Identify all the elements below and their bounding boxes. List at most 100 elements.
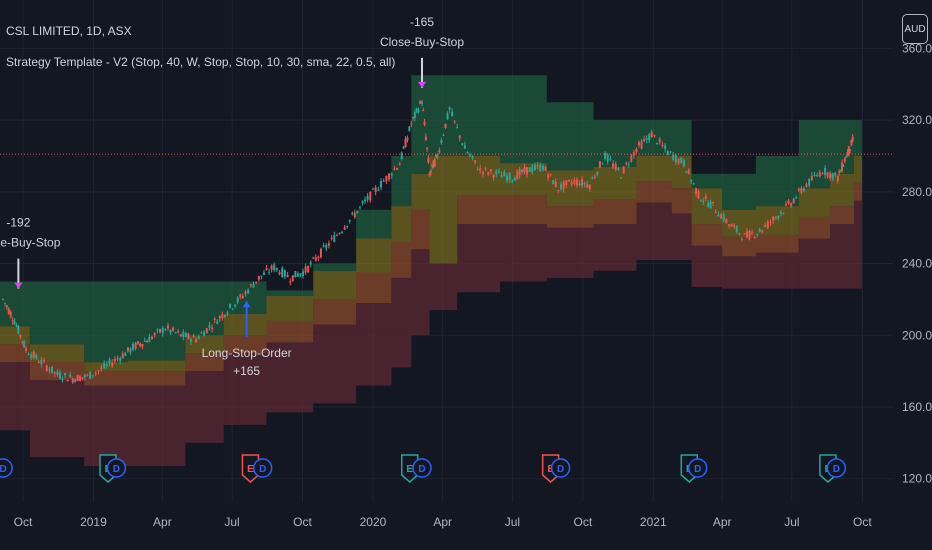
- candle-body: [625, 163, 628, 165]
- candle-body: [255, 281, 258, 283]
- candle-body: [241, 296, 244, 299]
- candle-body: [69, 374, 72, 378]
- candle-body: [769, 222, 772, 224]
- candle-body: [677, 158, 680, 163]
- candle-body: [40, 359, 43, 365]
- candle-body: [244, 291, 247, 294]
- candle-body: [343, 227, 346, 230]
- candle-body: [758, 229, 761, 233]
- candle-body: [601, 163, 604, 165]
- dividend-marker[interactable]: D: [687, 458, 708, 478]
- x-tick-label: Apr: [153, 515, 172, 529]
- candle-body: [177, 331, 180, 333]
- candle-body: [808, 178, 811, 186]
- candle-body: [382, 180, 385, 182]
- candle-body: [604, 152, 607, 159]
- candle-body: [302, 271, 305, 277]
- candle-body: [573, 179, 576, 184]
- candle-body: [824, 167, 827, 175]
- dividend-marker[interactable]: D: [826, 458, 847, 478]
- candle-body: [516, 171, 519, 180]
- candle-body: [333, 235, 336, 242]
- candle-body: [348, 219, 351, 222]
- dividend-marker[interactable]: D: [0, 458, 13, 478]
- candle-body: [216, 321, 219, 325]
- x-tick-label: 2020: [360, 515, 387, 529]
- candle-body: [369, 191, 372, 201]
- candle-body: [172, 327, 175, 331]
- candle-body: [484, 168, 487, 170]
- candle-body: [111, 362, 114, 366]
- currency-badge[interactable]: AUD: [902, 14, 928, 44]
- candle-body: [7, 308, 10, 314]
- candle-body: [581, 179, 584, 186]
- annotation-qty: -192: [6, 216, 30, 230]
- candle-body: [428, 172, 431, 177]
- candle-body: [656, 142, 659, 144]
- dividend-icon: [550, 458, 571, 478]
- candle-body: [643, 138, 646, 142]
- candle-body: [398, 164, 401, 166]
- candle-body: [596, 171, 599, 175]
- candle-body: [229, 303, 232, 308]
- candle-body: [432, 160, 435, 168]
- candle-body: [549, 173, 552, 175]
- dividend-icon: [106, 458, 127, 478]
- x-tick-label: Oct: [853, 515, 872, 529]
- x-tick-label: Oct: [14, 515, 33, 529]
- candle-body: [330, 237, 333, 239]
- dividend-marker[interactable]: D: [412, 458, 432, 478]
- annotation-qty: +165: [233, 364, 260, 378]
- earnings-marker[interactable]: E: [241, 454, 260, 483]
- candle-body: [479, 168, 482, 171]
- candle-body: [197, 336, 200, 339]
- candle-body: [831, 173, 834, 180]
- candle-body: [609, 159, 612, 161]
- candle-body: [129, 348, 132, 353]
- earnings-marker[interactable]: E: [400, 454, 419, 483]
- candle-body: [182, 332, 185, 337]
- dividend-icon: [687, 458, 708, 478]
- candle-body: [9, 312, 12, 317]
- candle-body: [508, 172, 511, 180]
- dividend-marker[interactable]: D: [252, 458, 273, 478]
- candle-body: [637, 142, 640, 146]
- candle-body: [249, 284, 252, 286]
- candle-body: [495, 171, 498, 175]
- x-tick-label: 2019: [80, 515, 107, 529]
- candle-body: [539, 165, 542, 171]
- candle-body: [356, 211, 359, 214]
- dividend-marker[interactable]: D: [106, 458, 127, 478]
- candle-body: [423, 121, 426, 125]
- symbol-title[interactable]: CSL LIMITED, 1D, ASX: [6, 24, 132, 38]
- candle-body: [307, 265, 310, 273]
- candle-body: [32, 351, 35, 358]
- candle-body: [314, 257, 317, 261]
- candle-body: [192, 335, 195, 338]
- candle-body: [787, 200, 790, 204]
- candle-body: [518, 169, 521, 176]
- y-tick-label: 280.00: [902, 185, 932, 199]
- candle-body: [27, 354, 30, 356]
- candle-body: [366, 195, 369, 200]
- candle-body: [37, 362, 40, 364]
- candle-body: [184, 333, 187, 337]
- signal-arrowhead: [14, 282, 23, 289]
- dividend-marker[interactable]: D: [550, 458, 571, 478]
- candle-body: [453, 120, 456, 122]
- candle-body: [761, 230, 764, 232]
- candle-body: [531, 166, 534, 173]
- candle-body: [15, 325, 18, 327]
- candle-body: [64, 373, 67, 376]
- candle-body: [722, 214, 725, 221]
- strategy-legend[interactable]: Strategy Template - V2 (Stop, 40, W, Sto…: [6, 55, 396, 69]
- candle-body: [523, 167, 526, 173]
- candle-body: [525, 167, 528, 175]
- candle-body: [195, 339, 198, 342]
- x-tick-label: Apr: [713, 515, 732, 529]
- candle-body: [58, 372, 61, 379]
- candle-body: [312, 257, 315, 259]
- candle-body: [438, 150, 441, 153]
